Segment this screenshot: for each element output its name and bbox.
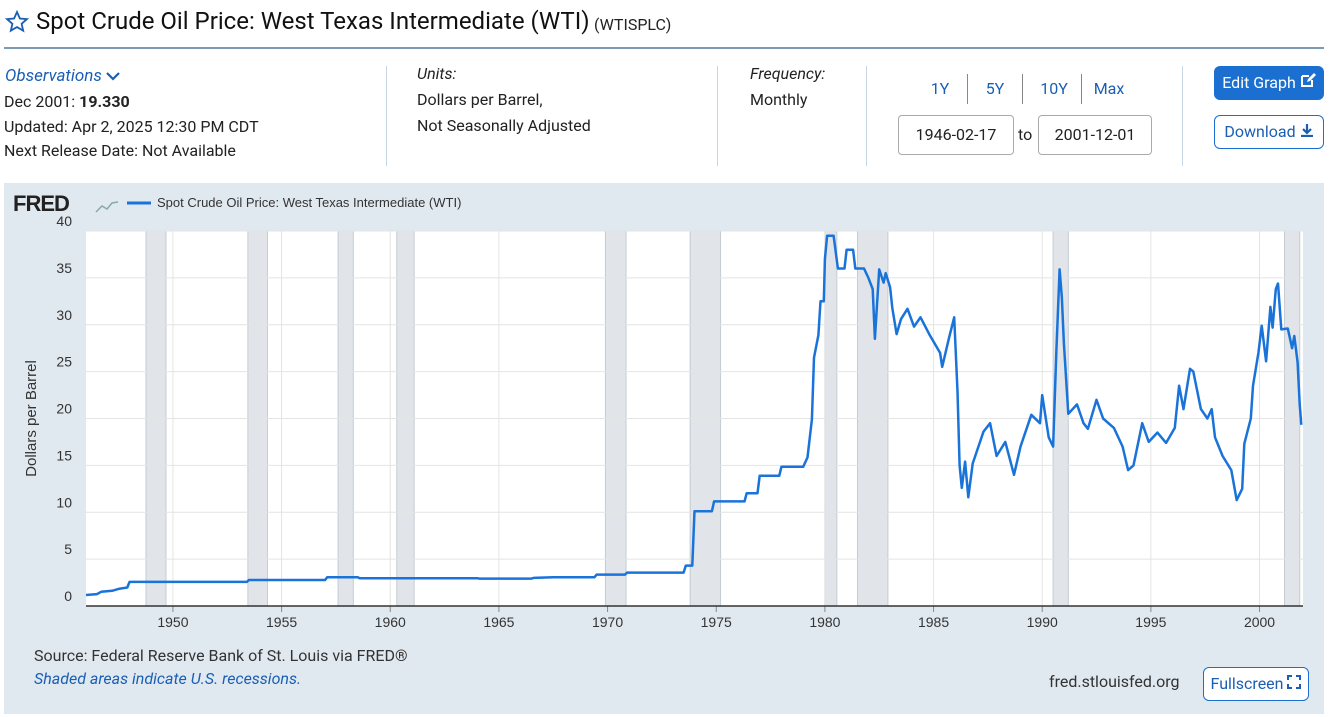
edit-graph-button[interactable]: Edit Graph: [1214, 66, 1324, 100]
fullscreen-icon: [1287, 675, 1302, 689]
x-tick-label: 1985: [918, 614, 949, 630]
title: Spot Crude Oil Price: West Texas Interme…: [36, 7, 590, 35]
units-label: Units:: [417, 64, 457, 83]
y-tick-label: 20: [56, 401, 72, 417]
separator: [866, 66, 867, 166]
legend-label: Spot Crude Oil Price: West Texas Interme…: [157, 195, 461, 210]
start-date[interactable]: 1946-02-17: [898, 115, 1014, 155]
separator: [1182, 66, 1183, 166]
source: Source: Federal Reserve Bank of St. Loui…: [34, 646, 408, 665]
chevron: [106, 72, 120, 81]
y-tick-label: 5: [64, 541, 72, 557]
end-date[interactable]: 2001-12-01: [1038, 115, 1152, 155]
y-tick-label: 35: [56, 260, 72, 276]
download-label[interactable]: Download: [1224, 122, 1296, 141]
x-tick-label: 1980: [809, 614, 840, 630]
logo-icon: [95, 201, 119, 213]
to-label: to: [1018, 125, 1033, 144]
divider: [4, 47, 1324, 49]
download-icon: [1300, 124, 1313, 138]
x-tick-label: 1995: [1135, 614, 1166, 630]
y-axis-label: Dollars per Barrel: [23, 360, 40, 477]
edit-graph-label[interactable]: Edit Graph: [1222, 73, 1296, 92]
x-tick-label: 1975: [701, 614, 732, 630]
x-tick-label: 1990: [1027, 614, 1058, 630]
x-tick-label: 1960: [375, 614, 406, 630]
range-button[interactable]: 1Y: [913, 74, 968, 104]
star-icon[interactable]: [5, 10, 29, 34]
y-tick-label: 40: [56, 213, 72, 229]
fred-logo: FRED: [13, 191, 69, 216]
site-url: fred.stlouisfed.org: [1049, 672, 1180, 691]
separator: [717, 66, 718, 166]
latest: Dec 2001: 19.330: [4, 92, 130, 111]
y-tick-label: 15: [56, 447, 72, 463]
x-tick-label: 1965: [483, 614, 514, 630]
fullscreen-label[interactable]: Fullscreen: [1210, 674, 1284, 693]
y-tick-label: 25: [56, 354, 72, 370]
x-tick-label: 2000: [1244, 614, 1275, 630]
series-id: (WTISPLC): [594, 15, 672, 34]
edit-icon: [1300, 73, 1316, 87]
download-button[interactable]: Download: [1214, 115, 1324, 149]
range-button[interactable]: 5Y: [968, 74, 1023, 104]
range-button[interactable]: Max: [1093, 79, 1125, 98]
y-tick-label: 10: [56, 494, 72, 510]
recession-note: Shaded areas indicate U.S. recessions.: [34, 669, 302, 688]
units-line: Dollars per Barrel,: [417, 90, 543, 109]
updated: Updated: Apr 2, 2025 12:30 PM CDT: [4, 117, 259, 136]
y-tick-label: 30: [56, 307, 72, 323]
y-tick-label: 0: [64, 588, 72, 604]
observations-label[interactable]: Observations: [5, 66, 102, 86]
x-tick-label: 1950: [157, 614, 188, 630]
data-line: [85, 234, 1303, 597]
frequency-value: Monthly: [750, 90, 808, 109]
x-tick-label: 1970: [592, 614, 623, 630]
units-line: Not Seasonally Adjusted: [417, 116, 591, 135]
obs-date: Dec 2001:: [4, 92, 76, 111]
fullscreen-button[interactable]: Fullscreen: [1203, 667, 1309, 701]
frequency-label: Frequency:: [750, 64, 826, 83]
range-button[interactable]: 10Y: [1027, 74, 1082, 104]
separator: [386, 66, 387, 166]
x-tick-label: 1955: [266, 614, 297, 630]
obs-value: 19.330: [79, 92, 130, 111]
observations-toggle[interactable]: Observations: [5, 66, 120, 86]
next-release: Next Release Date: Not Available: [4, 141, 236, 160]
